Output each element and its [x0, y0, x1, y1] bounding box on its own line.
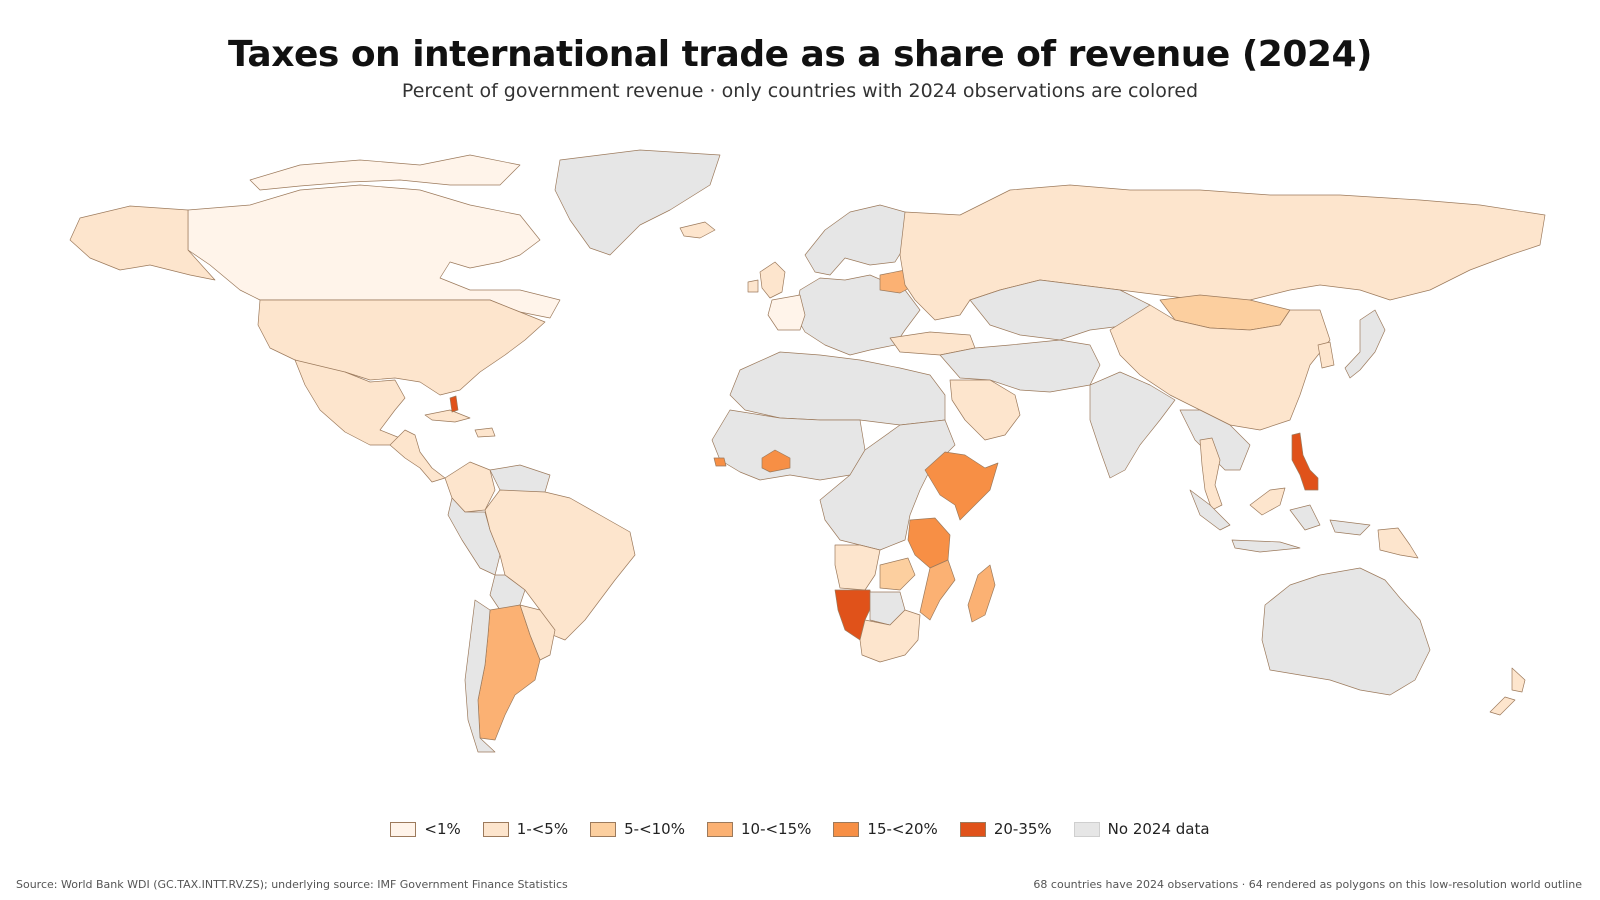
legend-label-5-10: 5-<10%: [624, 820, 685, 838]
legend-swatch-lt1: [390, 821, 417, 837]
legend-label-10-15: 10-<15%: [740, 820, 812, 838]
region-chile[interactable]: [464, 599, 496, 753]
legend-swatch-5-10: [590, 821, 617, 837]
legend-swatch-15-20: [833, 821, 860, 837]
region-central-africa[interactable]: [819, 419, 956, 551]
region-bahamas[interactable]: [449, 395, 459, 413]
legend-swatch-no-data: [1073, 821, 1100, 837]
region-arctic-islands[interactable]: [249, 154, 521, 191]
region-mexico[interactable]: [294, 359, 406, 446]
legend-swatch-1-5: [482, 821, 509, 837]
legend: <1% 1-<5% 5-<10% 10-<15% 15-<20% 20-35% …: [0, 820, 1600, 838]
region-zambia[interactable]: [879, 557, 916, 591]
region-central-america[interactable]: [389, 429, 446, 483]
region-mozambique[interactable]: [919, 559, 956, 621]
legend-label-lt1: <1%: [424, 820, 461, 838]
region-russia[interactable]: [899, 184, 1546, 321]
world-choropleth-map: [69, 149, 1546, 753]
region-china[interactable]: [1109, 304, 1331, 431]
region-thailand[interactable]: [1199, 437, 1223, 511]
legend-item-no-data: No 2024 data: [1073, 820, 1210, 838]
region-usa[interactable]: [257, 299, 546, 396]
map-title: Taxes on international trade as a share …: [228, 34, 1372, 75]
region-uk-ireland[interactable]: [747, 261, 786, 299]
region-ethiopia-somalia[interactable]: [924, 451, 999, 521]
region-japan[interactable]: [1344, 309, 1386, 379]
region-alaska[interactable]: [69, 205, 216, 281]
region-north-africa[interactable]: [729, 351, 946, 426]
region-papua-new-guinea[interactable]: [1377, 527, 1419, 559]
region-scandinavia[interactable]: [804, 204, 911, 276]
source-note: Source: World Bank WDI (GC.TAX.INTT.RV.Z…: [16, 878, 568, 891]
region-southeast-asia[interactable]: [1179, 409, 1251, 471]
region-iceland[interactable]: [679, 221, 716, 239]
legend-label-20-35: 20-35%: [993, 820, 1052, 838]
region-indonesia[interactable]: [1189, 489, 1371, 553]
legend-label-1-5: 1-<5%: [516, 820, 569, 838]
region-tanzania[interactable]: [907, 517, 951, 569]
region-burkina-faso[interactable]: [761, 449, 791, 473]
legend-item-10-15: 10-<15%: [706, 820, 812, 838]
region-malaysia[interactable]: [1249, 487, 1286, 516]
region-india[interactable]: [1089, 371, 1176, 479]
region-philippines[interactable]: [1291, 432, 1319, 491]
region-peru[interactable]: [447, 497, 501, 576]
map-subtitle: Percent of government revenue · only cou…: [401, 80, 1199, 102]
legend-item-15-20: 15-<20%: [833, 820, 938, 838]
legend-label-no-data: No 2024 data: [1107, 820, 1210, 838]
region-new-zealand[interactable]: [1489, 667, 1526, 716]
legend-swatch-20-35: [959, 821, 986, 837]
region-west-africa[interactable]: [711, 409, 866, 481]
region-angola[interactable]: [834, 544, 881, 591]
region-korea[interactable]: [1317, 341, 1335, 369]
region-australia[interactable]: [1261, 567, 1431, 696]
region-caribbean[interactable]: [424, 409, 496, 438]
region-saudi-arabia[interactable]: [949, 379, 1021, 441]
region-venezuela[interactable]: [489, 464, 551, 496]
region-greenland[interactable]: [554, 149, 721, 256]
region-sierra-leone[interactable]: [713, 457, 727, 467]
region-madagascar[interactable]: [967, 564, 996, 623]
legend-item-1-5: 1-<5%: [482, 820, 569, 838]
coverage-note: 68 countries have 2024 observations · 64…: [1033, 878, 1582, 891]
region-brazil[interactable]: [484, 489, 636, 641]
legend-item-5-10: 5-<10%: [590, 820, 685, 838]
region-south-africa[interactable]: [859, 609, 921, 663]
legend-item-lt1: <1%: [390, 820, 461, 838]
legend-label-15-20: 15-<20%: [867, 820, 938, 838]
legend-swatch-10-15: [706, 821, 733, 837]
legend-item-20-35: 20-35%: [959, 820, 1052, 838]
region-france[interactable]: [767, 294, 806, 331]
region-canada[interactable]: [187, 184, 561, 319]
